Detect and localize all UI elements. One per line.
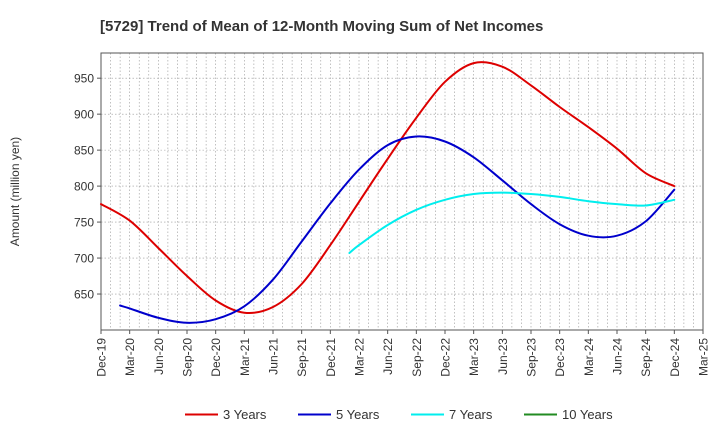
- x-tick-label: Sep-22: [410, 338, 424, 377]
- legend-label-7-years: 7 Years: [449, 407, 493, 422]
- x-tick-label: Mar-23: [467, 338, 481, 376]
- series-line-7-years: [348, 191, 676, 254]
- y-axis-label: Amount (million yen): [8, 137, 22, 246]
- x-tick-label: Mar-20: [123, 338, 137, 376]
- y-axis: 650 700 750 800 850 900 950: [74, 72, 101, 302]
- x-tick-label: Sep-23: [525, 338, 539, 377]
- x-tick-label: Sep-20: [181, 338, 195, 377]
- grid: [101, 53, 703, 330]
- x-tick-label: Dec-21: [324, 338, 338, 377]
- y-tick-label: 950: [74, 72, 94, 86]
- x-tick-label: Dec-22: [439, 338, 453, 377]
- x-axis: Dec-19 Mar-20 Jun-20 Sep-20 Dec-20 Mar-21 Jun-…: [95, 330, 711, 377]
- x-tick-label: Jun-20: [152, 338, 166, 375]
- y-tick-label: 800: [74, 180, 94, 194]
- x-tick-label: Mar-25: [697, 338, 711, 376]
- series-line-3-years: [100, 61, 676, 314]
- y-tick-label: 650: [74, 288, 94, 302]
- series-line-5-years: [119, 135, 676, 324]
- x-tick-label: Jun-21: [267, 338, 281, 375]
- x-tick-label: Jun-23: [496, 338, 510, 375]
- legend-label-10-years: 10 Years: [562, 407, 613, 422]
- x-tick-label: Dec-20: [209, 338, 223, 377]
- x-tick-label: Mar-21: [238, 338, 252, 376]
- x-tick-label: Sep-24: [639, 338, 653, 377]
- series-group: [100, 61, 676, 324]
- x-tick-label: Dec-19: [95, 338, 109, 377]
- x-tick-label: Mar-24: [582, 338, 596, 376]
- x-tick-label: Dec-23: [553, 338, 567, 377]
- y-tick-label: 850: [74, 144, 94, 158]
- plot-area: [100, 52, 704, 331]
- legend: 3 Years 5 Years 7 Years 10 Years: [185, 407, 613, 422]
- x-tick-label: Dec-24: [668, 338, 682, 377]
- y-tick-label: 900: [74, 108, 94, 122]
- x-tick-label: Jun-22: [381, 338, 395, 375]
- x-tick-label: Mar-22: [353, 338, 367, 376]
- y-tick-label: 750: [74, 216, 94, 230]
- x-tick-label: Jun-24: [611, 338, 625, 375]
- chart-title: [5729] Trend of Mean of 12-Month Moving …: [100, 18, 543, 35]
- legend-label-5-years: 5 Years: [336, 407, 380, 422]
- x-tick-label: Sep-21: [295, 338, 309, 377]
- y-tick-label: 700: [74, 252, 94, 266]
- legend-label-3-years: 3 Years: [223, 407, 267, 422]
